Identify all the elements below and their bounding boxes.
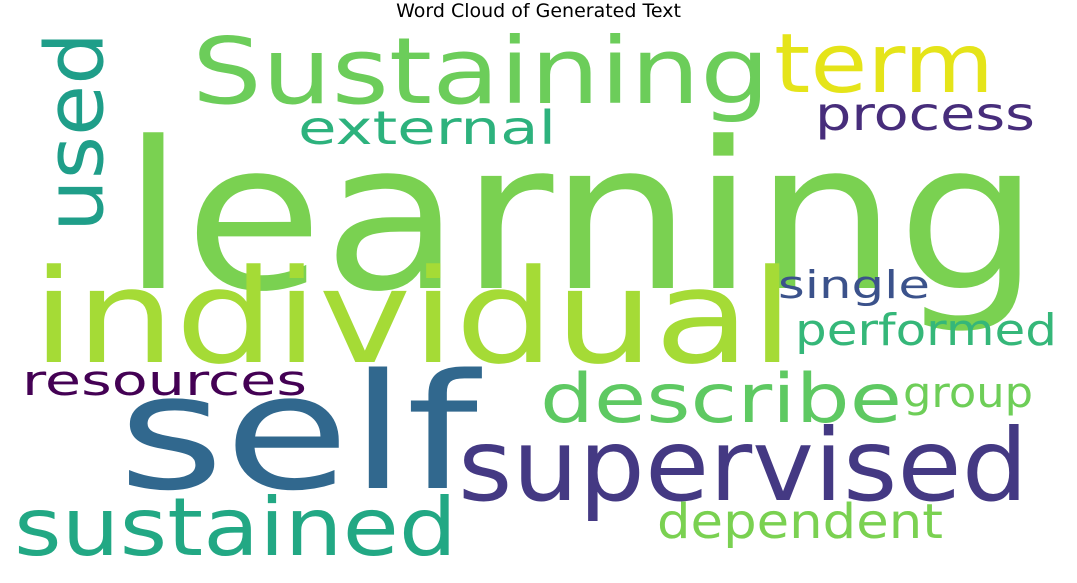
- word-dependent: dependent: [657, 494, 943, 550]
- word-sustained: sustained: [14, 481, 457, 574]
- word-term: term: [774, 17, 994, 112]
- word-sustaining: Sustaining: [192, 18, 770, 125]
- word-single: single: [778, 263, 930, 307]
- word-individual: individual: [32, 241, 794, 393]
- word-external: external: [298, 101, 556, 155]
- word-learning: learning: [122, 99, 1040, 337]
- word-self: self: [118, 339, 483, 526]
- chart-title: Word Cloud of Generated Text: [396, 0, 681, 22]
- word-process: process: [815, 87, 1035, 141]
- word-supervised: supervised: [458, 407, 1028, 524]
- word-performed: performed: [795, 305, 1057, 356]
- word-describe: describe: [540, 360, 902, 439]
- word-group: group: [903, 368, 1033, 417]
- word-resources: resources: [22, 356, 307, 405]
- word-used: used: [29, 32, 122, 232]
